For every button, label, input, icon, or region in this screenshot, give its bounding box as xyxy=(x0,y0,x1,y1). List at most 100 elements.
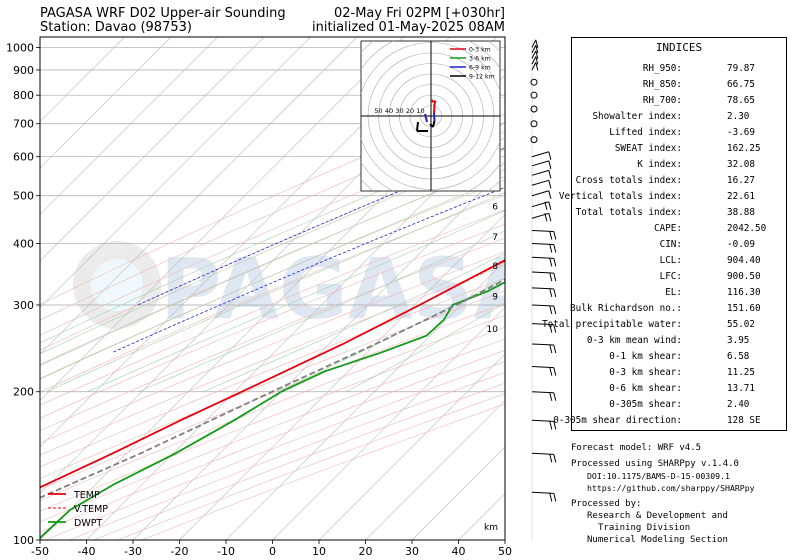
dry-adiabat xyxy=(40,251,505,444)
hodograph-legend-label: 6-9 km xyxy=(469,65,491,72)
y-tick-label: 200 xyxy=(13,386,34,399)
dry-adiabat xyxy=(40,326,505,512)
index-value: 3.95 xyxy=(727,335,750,346)
y-tick-label: 100 xyxy=(13,534,34,547)
dry-adiabat xyxy=(40,163,505,365)
hodograph-trace xyxy=(429,123,434,128)
index-value: -3.69 xyxy=(727,127,755,138)
station-label: Station: Davao (98753) xyxy=(40,20,192,35)
wind-barb-flag xyxy=(549,305,553,315)
wind-barb-flag xyxy=(553,493,557,502)
wind-barb-flag xyxy=(553,324,557,333)
wind-barb-flag xyxy=(553,305,557,315)
index-value: 904.40 xyxy=(727,255,761,266)
x-tick-label: -40 xyxy=(78,545,96,558)
legend-label: DWPT xyxy=(74,518,102,529)
wind-barb-flag xyxy=(535,39,539,48)
wind-barb-flag xyxy=(549,272,553,282)
dry-adiabat xyxy=(40,264,505,456)
wind-barb-flag xyxy=(544,213,548,222)
index-value: 13.71 xyxy=(727,383,755,394)
hodograph-ring-label: 50 xyxy=(374,107,382,115)
index-label: Lifted index: xyxy=(609,127,682,138)
moist-adiabat xyxy=(46,192,505,392)
org-line-1: Research & Development and xyxy=(587,511,728,521)
index-value: 78.65 xyxy=(727,95,755,106)
index-label: RH_950: xyxy=(642,63,682,74)
moist-adiabat xyxy=(277,277,505,392)
index-label: Cross totals index: xyxy=(575,175,682,186)
wind-barb-flag xyxy=(553,344,557,354)
isotherm-line xyxy=(40,37,172,169)
index-label: 0-6 km shear: xyxy=(609,383,682,394)
index-label: EL: xyxy=(665,287,682,298)
wind-barb-flag xyxy=(544,201,548,210)
wind-barb-flag xyxy=(548,201,552,210)
height-tick-label: 8 xyxy=(492,262,498,272)
calm-wind-icon xyxy=(530,105,538,113)
hodograph-trace xyxy=(433,112,436,122)
dry-adiabat xyxy=(40,290,505,479)
index-label: Showalter index: xyxy=(592,111,682,122)
wind-barb-flag xyxy=(549,231,553,240)
x-tick-label: 30 xyxy=(405,545,419,558)
wind-barb-icon xyxy=(531,323,554,326)
valid-time: 02-May Fri 02PM [+030hr] xyxy=(333,6,505,21)
dry-adiabat xyxy=(40,237,505,432)
index-value: 128 SE xyxy=(727,415,761,426)
background-lines: PAGASA xyxy=(40,37,538,540)
index-value: 16.27 xyxy=(727,175,755,186)
x-tick-label: 0 xyxy=(269,545,276,558)
dry-adiabat xyxy=(40,277,505,468)
index-value: 6.58 xyxy=(727,351,750,362)
wind-barb-flag xyxy=(553,454,557,463)
isotherm-line xyxy=(179,214,505,540)
isotherm-line xyxy=(40,37,404,401)
hodograph-trace xyxy=(424,113,428,123)
index-value: 79.87 xyxy=(727,63,755,74)
dry-adiabat xyxy=(40,315,505,501)
hodograph-ring-label: 30 xyxy=(395,107,403,115)
chart-title: PAGASA WRF D02 Upper-air Sounding xyxy=(40,6,286,21)
moist-adiabat xyxy=(138,230,505,392)
series-temp-line xyxy=(40,259,505,489)
x-tick-label: 10 xyxy=(312,545,326,558)
wind-barb-flag xyxy=(553,231,557,240)
isotherm-line xyxy=(132,167,505,540)
wind-barb-icon xyxy=(531,56,537,65)
legend-label: V.TEMP xyxy=(74,504,108,515)
x-tick-label: 50 xyxy=(498,545,512,558)
moist-adiabat xyxy=(87,210,505,392)
series-legend: TEMP V.TEMP DWPT xyxy=(48,490,108,529)
wind-barb-flag xyxy=(535,62,539,71)
height-tick-label: 10 xyxy=(487,325,499,335)
index-value: 2042.50 xyxy=(727,223,767,234)
wind-barb-flag xyxy=(553,244,557,253)
dry-adiabat xyxy=(40,223,505,419)
wind-barb-flag xyxy=(549,244,553,253)
dry-adiabat xyxy=(40,96,505,305)
index-label: SWEAT index: xyxy=(614,143,682,154)
processed-using-note: Processed using SHARPpy v.1.4.0 xyxy=(571,459,739,469)
y-tick-label: 500 xyxy=(13,190,34,203)
index-label: 0-305m shear direction: xyxy=(553,415,682,426)
calm-wind-icon xyxy=(530,120,538,128)
wind-barb-flag xyxy=(553,392,557,401)
dry-adiabat xyxy=(40,209,505,406)
isotherm-line xyxy=(318,353,505,540)
index-label: LFC: xyxy=(659,271,682,282)
isotherm-line xyxy=(40,37,218,215)
hodograph-trace xyxy=(416,121,419,132)
index-value: 151.60 xyxy=(727,303,761,314)
wind-barb-flag xyxy=(535,45,539,54)
watermark-text: PAGASA xyxy=(160,240,538,338)
wind-barb-icon xyxy=(531,391,554,394)
wind-barb-icon xyxy=(531,287,554,290)
wind-barb-flag xyxy=(553,288,557,298)
y-tick-label: 600 xyxy=(13,151,34,164)
hodograph-ring-label: 10 xyxy=(416,107,424,115)
hodograph-legend-label: 0-3 km xyxy=(469,47,491,54)
wind-barb-flag xyxy=(535,56,539,65)
wind-barb-icon xyxy=(531,50,537,59)
